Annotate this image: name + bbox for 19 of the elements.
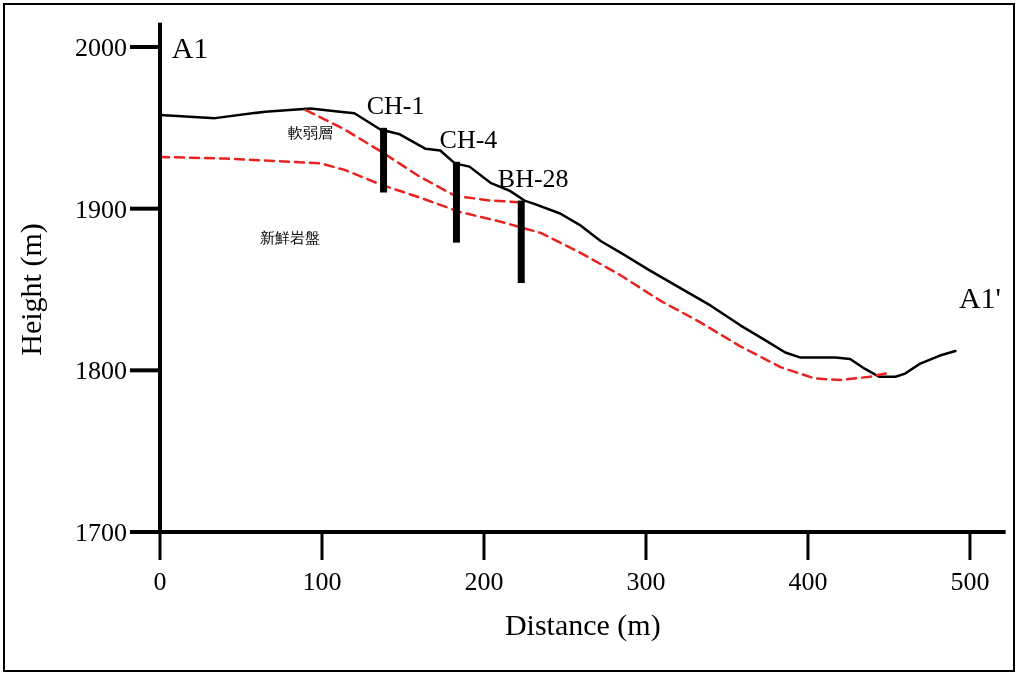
x-tick-label: 0	[153, 567, 167, 596]
y-tick-label: 1700	[75, 518, 127, 548]
series-label: CH-1	[366, 90, 425, 120]
annotation: 新鮮岩盤	[260, 229, 320, 248]
y-tick-label: 1900	[75, 194, 127, 224]
x-tick-label: 200	[464, 567, 504, 596]
x-tick-label: 400	[788, 567, 828, 596]
y-tick-label: 1800	[75, 356, 127, 386]
x-axis-title: Distance (m)	[504, 608, 661, 642]
x-tick-label: 300	[626, 567, 666, 596]
series-label: CH-4	[439, 124, 498, 154]
series-label: BH-28	[497, 163, 569, 193]
x-tick-label: 500	[950, 567, 990, 596]
x-tick-label: 100	[302, 567, 342, 596]
annotation: A1'	[958, 280, 1002, 314]
annotation: A1	[171, 30, 209, 64]
y-axis-title: Height (m)	[13, 223, 48, 356]
y-tick-label: 2000	[75, 33, 127, 63]
annotation: 軟弱層	[287, 124, 333, 143]
